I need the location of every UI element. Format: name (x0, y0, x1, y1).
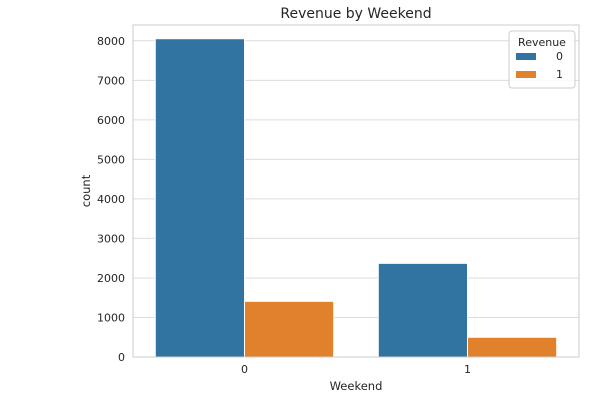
x-tick-label: 0 (241, 363, 248, 376)
y-tick-label: 1000 (97, 311, 125, 324)
legend-swatch (516, 71, 536, 78)
y-tick-label: 6000 (97, 114, 125, 127)
legend: Revenue 01 (508, 30, 576, 89)
y-axis-ticks: 0 1000 2000 3000 4000 5000 6000 7000 8000 (97, 35, 125, 364)
y-axis-label: count (79, 174, 93, 207)
plot-frame (132, 24, 580, 358)
legend-label: 1 (556, 68, 563, 81)
legend-title: Revenue (518, 36, 566, 49)
bar-cat-1-series-1 (467, 336, 558, 358)
bar-cat-0-series-0 (154, 38, 245, 358)
y-tick-label: 3000 (97, 232, 125, 245)
y-tick-label: 4000 (97, 193, 125, 206)
y-tick-label: 5000 (97, 153, 125, 166)
legend-items: 01 (516, 50, 563, 81)
legend-swatch (516, 53, 536, 60)
bar-cat-0-series-1 (244, 300, 335, 358)
x-axis-label: Weekend (330, 379, 383, 393)
x-tick-label: 1 (464, 363, 471, 376)
y-tick-label: 2000 (97, 272, 125, 285)
y-tick-label: 7000 (97, 74, 125, 87)
bar-cat-1-series-0 (377, 262, 468, 358)
bars (154, 38, 558, 358)
y-tick-label: 0 (118, 351, 125, 364)
y-tick-label: 8000 (97, 35, 125, 48)
legend-label: 0 (556, 50, 563, 63)
chart-title: Revenue by Weekend (280, 6, 431, 22)
